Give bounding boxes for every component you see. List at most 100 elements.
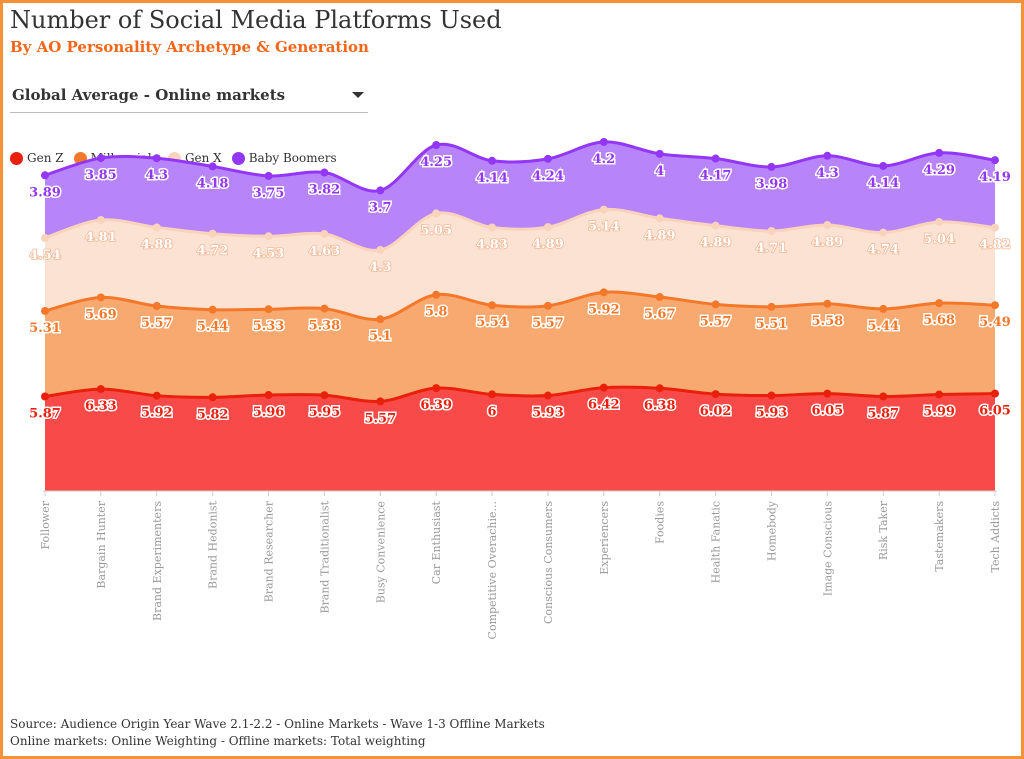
data-label-gen-x-risk-taker: 4.74 (867, 243, 899, 258)
point-baby-boomers-tech-addicts (991, 156, 999, 165)
source-line-2: Online markets: Online Weighting - Offli… (10, 734, 426, 748)
x-tick-label-brand-traditionalist: Brand Traditionalist (318, 500, 331, 613)
data-label-gen-x-follower: 4.54 (29, 248, 61, 263)
data-label-millennials-tech-addicts: 5.49 (979, 315, 1011, 330)
point-baby-boomers-homebody (767, 162, 776, 171)
point-millennials-tastemakers (935, 299, 944, 308)
source-line-1: Source: Audience Origin Year Wave 2.1-2.… (10, 717, 545, 731)
data-label-millennials-brand-traditionalist: 5.38 (309, 319, 341, 334)
point-gen-x-health-fanatic (711, 221, 720, 230)
data-label-gen-x-health-fanatic: 4.89 (700, 236, 732, 251)
data-label-millennials-experiencers: 5.92 (588, 302, 620, 317)
data-label-gen-x-car-enthusiast: 5.05 (420, 223, 452, 238)
data-label-gen-z-tastemakers: 5.99 (923, 405, 955, 420)
data-label-baby-boomers-tastemakers: 4.29 (923, 163, 955, 178)
legend-item-baby-boomers[interactable]: Baby Boomers (231, 151, 337, 165)
legend-label-gen-z: Gen Z (27, 151, 64, 165)
point-baby-boomers-brand-researcher (264, 171, 273, 180)
market-filter-selected: Global Average - Online markets (12, 86, 286, 104)
data-label-gen-z-busy-convenience: 5.57 (364, 411, 396, 426)
x-tick-label-competitive-overachie: Competitive Overachie... (486, 501, 499, 639)
point-millennials-follower (41, 307, 49, 316)
point-gen-z-car-enthusiast (432, 384, 441, 393)
area-baby-boomers (45, 141, 995, 251)
data-label-gen-z-brand-researcher: 5.96 (253, 405, 285, 420)
data-label-baby-boomers-brand-hedonist: 4.18 (197, 176, 229, 191)
data-label-millennials-homebody: 5.51 (756, 317, 788, 332)
point-baby-boomers-brand-traditionalist (320, 168, 329, 177)
data-label-gen-x-tech-addicts: 4.82 (979, 238, 1011, 253)
data-label-gen-x-brand-researcher: 4.53 (253, 246, 285, 261)
point-millennials-brand-traditionalist (320, 304, 329, 313)
point-gen-z-brand-experimenters (152, 391, 161, 400)
data-label-millennials-car-enthusiast: 5.8 (425, 305, 448, 320)
data-label-millennials-follower: 5.31 (29, 321, 61, 336)
data-label-gen-x-brand-hedonist: 4.72 (197, 244, 229, 259)
data-label-millennials-brand-hedonist: 5.44 (197, 320, 229, 335)
point-gen-x-image-conscious (823, 221, 832, 230)
point-millennials-brand-experimenters (152, 302, 161, 311)
x-tick-label-conscious-consumers: Conscious Consumers (542, 501, 555, 624)
legend-label-gen-x: Gen X (184, 151, 222, 165)
data-label-baby-boomers-car-enthusiast: 4.25 (420, 155, 452, 170)
point-gen-x-homebody (767, 226, 776, 235)
point-gen-x-follower (41, 233, 49, 242)
data-label-baby-boomers-brand-traditionalist: 3.82 (309, 183, 341, 198)
data-label-millennials-image-conscious: 5.58 (812, 314, 844, 329)
point-baby-boomers-risk-taker (879, 161, 888, 170)
data-label-gen-x-tastemakers: 5.04 (923, 232, 955, 247)
data-labels-layer: 5.87 6.33 5.92 5.82 5.96 5.95 5.57 6.39 6 5.93 6.4… (28, 150, 1013, 427)
data-label-baby-boomers-brand-experimenters: 4.3 (145, 168, 168, 183)
point-baby-boomers-competitive-overachie (488, 156, 497, 165)
data-label-gen-x-image-conscious: 4.89 (812, 235, 844, 250)
chart-subtitle: By AO Personality Archetype & Generation (10, 38, 369, 56)
data-label-gen-z-competitive-overachie: 6 (488, 404, 497, 419)
chevron-down-icon[interactable] (352, 92, 364, 98)
data-label-gen-x-brand-traditionalist: 4.63 (309, 244, 341, 259)
legend-item-gen-z[interactable]: Gen Z (10, 151, 64, 165)
data-label-gen-z-risk-taker: 5.87 (867, 406, 899, 421)
point-millennials-bargain-hunter (96, 293, 105, 302)
data-label-millennials-tastemakers: 5.68 (923, 313, 955, 328)
market-filter-dropdown[interactable]: Global Average - Online markets (10, 80, 368, 113)
point-gen-x-bargain-hunter (96, 216, 105, 225)
data-label-gen-z-image-conscious: 6.05 (812, 404, 844, 419)
point-gen-z-competitive-overachie (488, 390, 497, 399)
point-gen-x-busy-convenience (376, 245, 385, 254)
data-label-baby-boomers-experiencers: 4.2 (593, 152, 616, 167)
point-gen-z-homebody (767, 391, 776, 400)
data-label-gen-x-bargain-hunter: 4.81 (85, 230, 117, 245)
x-tick-label-homebody: Homebody (765, 500, 778, 561)
legend-label-baby-boomers: Baby Boomers (248, 151, 337, 165)
point-millennials-busy-convenience (376, 315, 385, 324)
x-tick-label-tech-addicts: Tech Addicts (989, 501, 1002, 573)
data-label-gen-z-foodies: 6.38 (644, 398, 676, 413)
point-baby-boomers-tastemakers (935, 148, 944, 157)
data-label-gen-z-tech-addicts: 6.05 (979, 404, 1011, 419)
data-label-millennials-busy-convenience: 5.1 (369, 329, 392, 344)
data-label-baby-boomers-homebody: 3.98 (756, 177, 788, 192)
point-gen-x-risk-taker (879, 228, 888, 237)
x-tick-label-risk-taker: Risk Taker (877, 500, 890, 560)
point-millennials-health-fanatic (711, 300, 720, 309)
data-label-gen-z-brand-hedonist: 5.82 (197, 407, 229, 422)
chart-title: Number of Social Media Platforms Used (10, 6, 502, 34)
point-millennials-experiencers (599, 288, 608, 297)
x-tick-label-experiencers: Experiencers (598, 501, 611, 575)
point-gen-x-brand-hedonist (208, 229, 217, 238)
point-millennials-homebody (767, 302, 776, 311)
legend-swatch-baby-boomers (231, 151, 245, 165)
data-label-baby-boomers-bargain-hunter: 3.85 (85, 168, 117, 183)
data-label-gen-z-bargain-hunter: 6.33 (85, 399, 117, 414)
data-label-baby-boomers-tech-addicts: 4.19 (979, 170, 1011, 185)
point-millennials-competitive-overachie (488, 301, 497, 310)
point-gen-z-brand-traditionalist (320, 391, 329, 400)
point-gen-z-bargain-hunter (96, 385, 105, 394)
point-gen-x-brand-experimenters (152, 223, 161, 232)
data-label-baby-boomers-competitive-overachie: 4.14 (476, 171, 508, 186)
data-label-baby-boomers-health-fanatic: 4.17 (700, 169, 732, 184)
point-gen-z-experiencers (599, 383, 608, 392)
point-millennials-brand-researcher (264, 305, 273, 314)
data-label-gen-x-experiencers: 5.14 (588, 220, 620, 235)
